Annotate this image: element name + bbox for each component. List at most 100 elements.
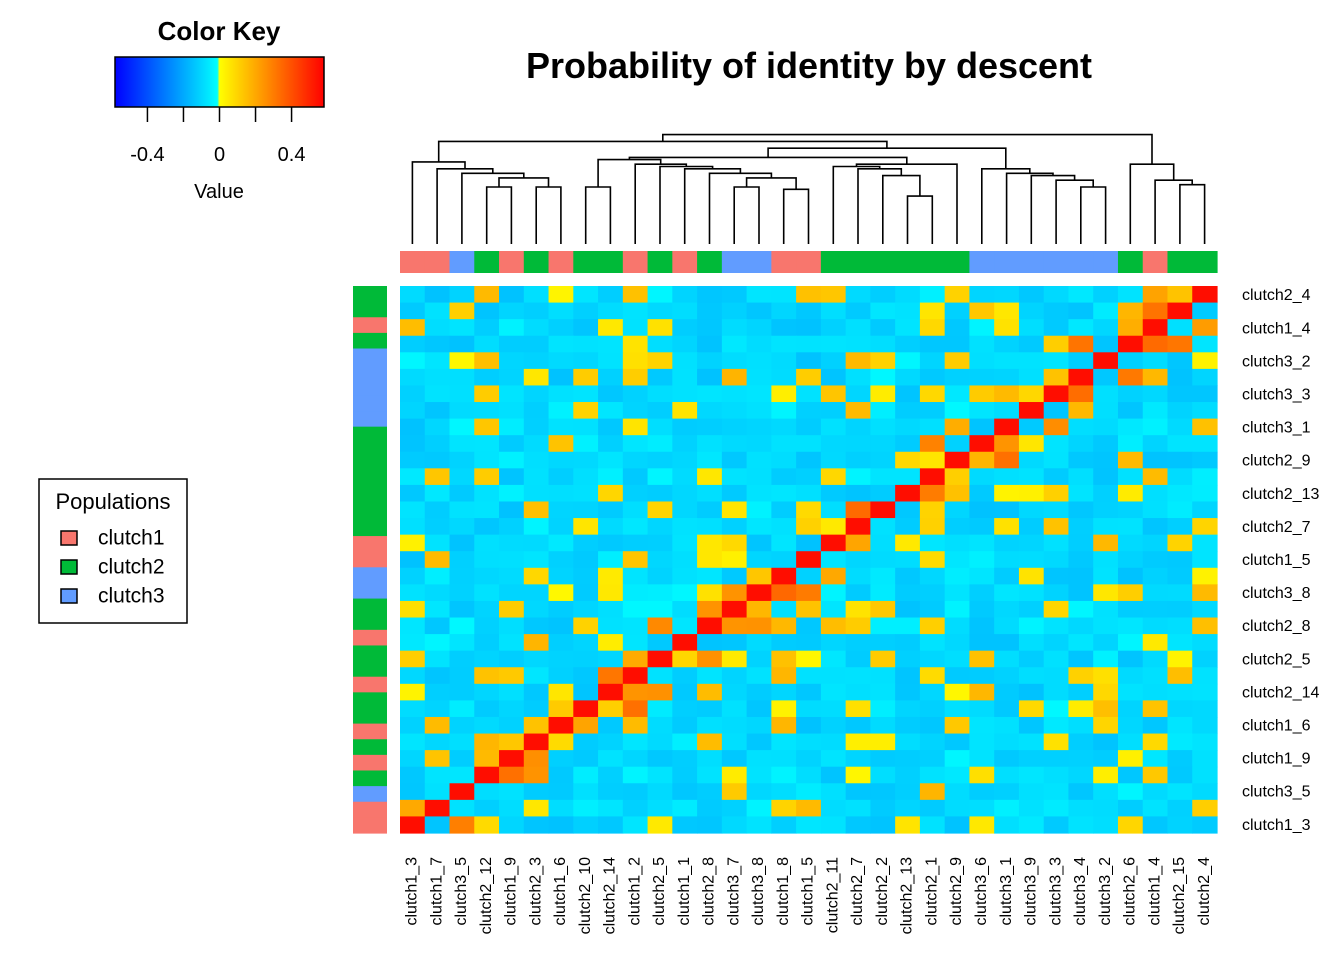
column-label: clutch2_6 [1122,857,1139,926]
heatmap-cell [672,816,698,834]
heatmap-cell [845,584,871,602]
heatmap-cell [870,335,896,353]
heatmap-cell [944,584,971,602]
heatmap-cell [1043,402,1070,420]
heatmap-cell [796,319,822,337]
heatmap-cell [400,501,426,519]
heatmap-cell [845,600,871,619]
heatmap-cell [994,551,1020,569]
heatmap-cell [919,700,946,718]
legend-swatch [60,559,78,575]
heatmap-cell [1093,799,1119,818]
heatmap-cell [944,683,971,701]
heatmap-cell [796,352,822,370]
color-key-title: Color Key [158,16,281,46]
heatmap-cell [820,534,847,552]
heatmap-cell [870,435,896,453]
heatmap-cell [969,468,995,486]
heatmap-cell [1167,368,1193,387]
heatmap-cell [1167,816,1193,834]
heatmap-cell [400,319,426,337]
heatmap-cell [424,435,451,453]
heatmap-cell [672,733,698,751]
heatmap-cell [424,584,451,602]
column-label: clutch2_10 [577,857,594,934]
heatmap-cell [746,783,772,801]
column-side-color [424,251,451,273]
dendrogram-branch [1179,183,1206,244]
heatmap-cell [697,783,723,801]
heatmap-cell [919,783,946,801]
heatmap-cell [1167,468,1193,486]
heatmap-cell [1167,501,1193,519]
column-side-color [598,251,624,273]
heatmap-cell [1043,335,1070,353]
heatmap-cell [672,518,698,536]
heatmap-cell [1142,600,1169,619]
heatmap-cell [1117,518,1144,536]
heatmap-cell [573,302,599,320]
heatmap-cell [944,634,971,652]
heatmap-cell [400,286,426,304]
heatmap-cell [474,435,500,453]
heatmap-cell [870,816,896,834]
dendrogram-branch [906,195,934,244]
heatmap-cell [994,650,1020,668]
heatmap-cell [523,816,550,834]
heatmap-cell [820,799,847,818]
heatmap-cell [1167,518,1193,536]
heatmap-cell [573,451,599,469]
heatmap-cell [622,750,649,768]
heatmap-cell [523,518,550,536]
heatmap-cell [1167,551,1193,569]
heatmap-cell [647,484,673,503]
heatmap-cell [870,634,896,652]
heatmap-cell [1192,385,1218,403]
legend-label: clutch1 [98,527,165,550]
heatmap-cell [672,352,698,370]
heatmap-cell [672,418,698,436]
heatmap-cell [870,700,896,718]
heatmap-cell [622,766,649,784]
heatmap-cell [1142,385,1169,403]
heatmap-cell [994,700,1020,718]
heatmap-cell [796,451,822,469]
row-side-color [353,411,387,428]
heatmap-cell [746,335,772,353]
heatmap-cell [548,617,574,635]
heatmap-cell [523,534,550,552]
heatmap-cell [1093,551,1119,569]
heatmap-cell [1068,634,1094,652]
heatmap-cell [647,750,673,768]
heatmap-cell [1192,402,1218,420]
heatmap-cell [672,683,698,701]
heatmap-cell [1167,584,1193,602]
heatmap-cell [1043,352,1070,370]
row-side-color [353,317,387,334]
heatmap-cell [1068,352,1094,370]
heatmap-cell [400,518,426,536]
column-label: clutch1_4 [1146,857,1163,926]
heatmap-cell [1117,650,1144,668]
heatmap-cell [1093,733,1119,751]
heatmap-cell [870,567,896,585]
heatmap-cell [647,402,673,420]
heatmap-cell [1192,518,1218,536]
dendrogram-branch [498,177,550,187]
heatmap-cell [994,368,1020,387]
heatmap-cell [944,435,971,453]
heatmap-cell [1068,567,1094,585]
heatmap-cell [919,750,946,768]
heatmap-cell [1043,385,1070,403]
heatmap-cell [1117,319,1144,337]
heatmap-cell [1142,766,1169,784]
heatmap-cell [895,816,921,834]
heatmap-cell [499,667,525,685]
heatmap-cell [523,319,550,337]
heatmap-cell [746,435,772,453]
column-label: clutch2_2 [874,857,891,926]
heatmap-cell [424,534,451,552]
heatmap-cell [1018,319,1045,337]
heatmap-cell [721,584,748,602]
heatmap-cell [845,402,871,420]
